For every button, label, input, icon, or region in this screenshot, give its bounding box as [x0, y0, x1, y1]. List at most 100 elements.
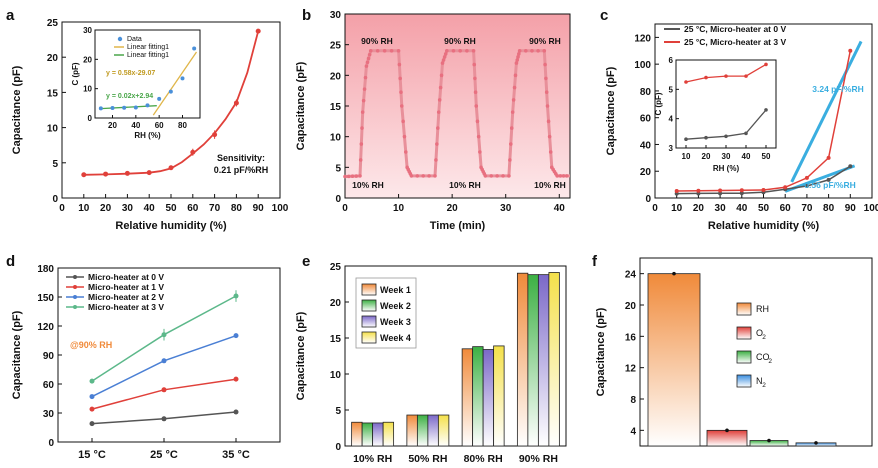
panel-e-bar	[461, 348, 474, 447]
panel-f-legend-swatch	[736, 350, 752, 364]
panel-b-annotation: 10% RH	[352, 180, 384, 190]
panel-a-xtick-label: 80	[231, 203, 243, 214]
panel-d-legend-text: Micro-heater at 1 V	[88, 282, 164, 292]
panel-b-marker	[564, 174, 569, 178]
panel-b-marker	[389, 49, 394, 53]
panel-c-point	[696, 188, 701, 193]
panel-b-annotation: 90% RH	[529, 36, 561, 46]
panel-d-ytick-label: 60	[43, 380, 55, 391]
panel-b-marker	[350, 174, 355, 179]
panel-c-xtick-label: 60	[780, 203, 792, 214]
panel-label-c: c	[600, 7, 608, 24]
panel-e-frame	[344, 265, 567, 447]
panel-b-marker	[440, 61, 445, 65]
panel-c-inset-ytick-label: 4	[669, 115, 674, 124]
panel-f-ytick-label: 12	[625, 364, 637, 375]
panel-b-marker	[507, 174, 511, 178]
panel-a-inset-point	[157, 96, 162, 101]
panel-a-xtick-label: 70	[209, 203, 221, 214]
panel-b-ytick-label: 10	[330, 133, 342, 144]
panel-b-marker	[543, 62, 547, 67]
panel-f-legend-text: O	[756, 328, 763, 338]
panel-b-marker	[437, 98, 442, 102]
panel-e-bar	[372, 422, 384, 447]
panel-b-marker	[511, 98, 516, 102]
panel-a-xtick-label: 0	[59, 203, 65, 214]
panel-c-point	[848, 48, 853, 53]
panel-a-inset-xlabel: RH (%)	[134, 131, 161, 140]
panel-b-background	[345, 14, 570, 198]
panel-b-marker	[399, 90, 403, 94]
panel-c-point	[804, 175, 809, 180]
panel-a-inset-fit-high	[152, 51, 198, 116]
panel-b-marker	[399, 104, 404, 108]
panel-b-marker	[368, 49, 373, 53]
y-axis-title: Capacitance (pF)	[595, 307, 607, 396]
panel-f-ytick-label: 16	[625, 332, 637, 343]
panel-f-bar	[706, 429, 748, 447]
panel-b-marker	[475, 119, 480, 124]
panel-a-data-point	[81, 172, 87, 178]
panel-f-legend-text: RH	[756, 304, 769, 314]
panel-a-inset-point	[98, 106, 103, 111]
panel-e-legend-swatch	[361, 283, 377, 296]
panel-a-xtick-label: 10	[78, 203, 90, 214]
panel-d-series-line	[91, 378, 237, 410]
panel-a-ytick-label: 5	[52, 159, 58, 170]
panel-f-legend-swatch	[736, 302, 752, 316]
panel-f-legend-swatch	[736, 326, 752, 340]
panel-d-point	[161, 416, 167, 422]
panel-b-marker	[397, 62, 402, 67]
panel-b-marker	[415, 174, 420, 178]
panel-b-marker	[435, 142, 439, 146]
panel-e-xtick-label: 90% RH	[519, 453, 558, 465]
panel-b-marker	[501, 174, 505, 178]
panel-c-inset-ytick-label: 3	[669, 144, 674, 153]
panel-e-bar	[427, 414, 439, 447]
panel-e-xtick-label: 10% RH	[353, 453, 392, 465]
panel-c-xtick-label: 70	[801, 203, 813, 214]
panel-f-bar-cap	[725, 428, 729, 433]
panel-e-legend-text: Week 4	[380, 333, 411, 343]
panel-e-bar	[437, 414, 450, 447]
panel-b-marker	[471, 49, 476, 53]
panel-a-data-point	[233, 100, 239, 106]
panel-b-marker	[401, 119, 405, 124]
panel-c-fit-label: 3.24 pF/%RH	[812, 84, 864, 94]
panel-b-marker	[473, 90, 478, 94]
panel-b-marker	[515, 58, 520, 62]
panel-b-marker	[514, 61, 519, 65]
panel-d-point	[161, 358, 167, 364]
panel-f-legend-subscript: 2	[768, 358, 772, 365]
panel-b-xtick-label: 10	[393, 203, 405, 214]
panel-c-inset-point	[704, 135, 708, 140]
panel-d-legend-marker	[73, 305, 77, 309]
panel-f-bar	[647, 273, 701, 447]
panel-b-annotation: 10% RH	[534, 180, 566, 190]
panel-a-fit-curve	[83, 30, 260, 176]
panel-a-xtick-label: 90	[253, 203, 265, 214]
panel-a-data-point	[190, 149, 196, 155]
panel-b-marker	[396, 49, 401, 53]
panel-b-marker	[474, 104, 479, 108]
panel-f-ytick-label: 4	[630, 426, 636, 437]
panel-c-ytick-label: 120	[634, 33, 651, 44]
panel-c-legend-text: 25 °C, Micro-heater at 0 V	[684, 24, 786, 34]
panel-b-marker	[495, 174, 499, 178]
panel-a-inset-legend-text: Data	[127, 36, 142, 43]
panel-b-ytick-label: 0	[335, 194, 341, 205]
panel-a-xtick-label: 50	[165, 203, 177, 214]
panel-f-legend-subscript: 2	[762, 334, 766, 341]
panel-d-legend-marker	[73, 285, 77, 289]
panel-b-marker	[343, 174, 347, 179]
panel-f-ytick-label: 20	[625, 301, 637, 312]
panel-a-inset-legend-text: Linear fitting1	[127, 44, 169, 51]
panel-e-bar	[527, 274, 539, 447]
panel-c-fit-label: 0.56 pF/%RH	[804, 180, 856, 190]
panel-c-inset-point	[744, 131, 748, 136]
panel-d-legend-text: Micro-heater at 2 V	[88, 292, 164, 302]
panel-f-bar-cap	[767, 438, 771, 443]
panel-e-bar	[482, 349, 495, 447]
panel-f-bar-cap	[814, 441, 818, 445]
